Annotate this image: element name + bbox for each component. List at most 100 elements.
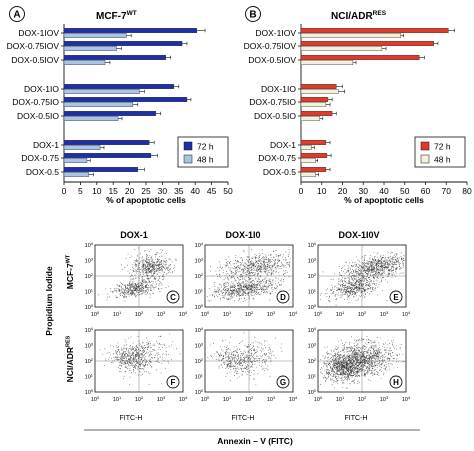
x-tick-label: 60 (421, 186, 431, 196)
category-label: DOX-0.75 (21, 153, 59, 163)
x-tick-label: 102 (245, 310, 254, 318)
x-tick-label: 80 (462, 186, 472, 196)
panel-a-plot: 0 5 10 15 20 25 30 35 40 45 50 DOX-1IOV DOX-0.75IOV D… (7, 24, 233, 196)
panel-b-legend: 72 h 48 h (414, 136, 466, 168)
legend-swatch-48h (183, 154, 193, 164)
x-tick-label: 104 (179, 395, 188, 403)
bar-72h (300, 55, 420, 61)
x-tick-label: 102 (245, 395, 254, 403)
x-tick-label: 104 (289, 310, 298, 318)
y-tick-label: 101 (85, 373, 94, 381)
y-tick-label: 101 (85, 288, 94, 296)
x-tick-label: 100 (201, 395, 210, 403)
row-label-top-sup: WT (66, 254, 72, 263)
category-label: DOX-0.5IOV (11, 55, 59, 65)
y-tick-label: 103 (308, 257, 317, 265)
x-tick-label: 101 (223, 310, 232, 318)
bar-72h (300, 41, 435, 47)
bar-48h (300, 171, 316, 177)
legend-label-72h: 72 h (434, 142, 451, 152)
y-tick-label: 103 (85, 257, 94, 265)
bar-72h (63, 83, 175, 89)
y-tick-label: 103 (195, 257, 204, 265)
panel-b-letter: B (249, 10, 256, 21)
flow-xlabel-small-3: FITC-H (345, 415, 368, 422)
bar-72h (300, 96, 329, 102)
y-tick-label: 100 (85, 388, 94, 396)
bar-48h (300, 115, 320, 121)
y-tick-label: 100 (85, 303, 94, 311)
x-tick-label: 35 (174, 186, 184, 196)
x-tick-label: 100 (91, 310, 100, 318)
bar-48h (300, 157, 316, 163)
y-tick-label: 104 (195, 326, 204, 334)
panel-a-title: MCF-7WT (96, 10, 137, 22)
bar-72h (300, 110, 333, 116)
flow-row-label-bottom: NCI/ADRRES (65, 335, 75, 382)
category-label: DOX-0.75IO (12, 97, 59, 107)
x-tick-label: 15 (108, 186, 118, 196)
category-label: DOX-0.5IO (17, 111, 59, 121)
panel-a-title-sup: WT (127, 10, 137, 17)
x-tick-label: 101 (113, 395, 122, 403)
bar-48h (63, 115, 119, 121)
legend-swatch-72h (420, 141, 430, 151)
y-tick-label: 100 (308, 303, 317, 311)
legend-label-48h: 48 h (434, 155, 451, 165)
x-tick-label: 100 (314, 310, 323, 318)
bar-48h (300, 46, 383, 52)
bar-72h (63, 166, 139, 172)
category-label: DOX-0.5 (263, 167, 296, 177)
bar-72h (63, 110, 157, 116)
category-label: DOX-0.5 (26, 167, 59, 177)
y-tick-label: 103 (195, 342, 204, 350)
y-tick-label: 104 (308, 241, 317, 249)
panel-a-letter: A (13, 10, 20, 21)
x-tick-label: 103 (267, 310, 276, 318)
bar-48h (63, 33, 127, 39)
y-tick-label: 102 (195, 357, 204, 365)
panel-letter: G (280, 378, 286, 387)
bar-48h (63, 88, 140, 94)
y-tick-label: 103 (85, 342, 94, 350)
y-tick-label: 102 (85, 357, 94, 365)
legend-label-48h: 48 h (197, 155, 214, 165)
flow-xlabel-small-1: FITC-H (120, 415, 143, 422)
flow-events (319, 336, 405, 389)
bar-48h (63, 101, 134, 107)
y-tick-label: 100 (195, 388, 204, 396)
panel-letter: C (170, 293, 176, 302)
row-label-top-main: MCF-7 (65, 263, 75, 289)
x-tick-label: 103 (157, 310, 166, 318)
bar-48h (300, 60, 354, 66)
panel-b-title-sup: RES (373, 10, 387, 17)
panel-letter: E (393, 293, 399, 302)
bar-48h (63, 60, 106, 66)
x-tick-label: 101 (223, 395, 232, 403)
x-tick-label: 40 (379, 186, 389, 196)
bar-48h (63, 144, 101, 150)
x-tick-label: 30 (158, 186, 168, 196)
flow-events (99, 333, 181, 385)
panel-b-title-main: NCI/ADR (331, 11, 373, 22)
panel-letter-circle (276, 290, 290, 304)
flow-xlabel-small-2: FITC-H (232, 415, 255, 422)
x-tick-label: 104 (402, 395, 411, 403)
category-label: DOX-0.75 (258, 153, 296, 163)
flow-ylabel: Propidium Iodide (44, 266, 54, 336)
flow-xlabel-main: Annexin – V (FITC) (217, 436, 293, 446)
bar-72h (300, 152, 328, 158)
bar-48h (63, 157, 88, 163)
panel-letter-circle (389, 375, 403, 389)
panel-letter: H (393, 378, 399, 387)
x-tick-label: 104 (402, 310, 411, 318)
x-tick-label: 102 (358, 395, 367, 403)
x-tick-label: 50 (400, 186, 410, 196)
panel-b-title: NCI/ADRRES (331, 10, 387, 22)
y-tick-label: 103 (308, 342, 317, 350)
category-label: DOX-1IO (24, 84, 59, 94)
